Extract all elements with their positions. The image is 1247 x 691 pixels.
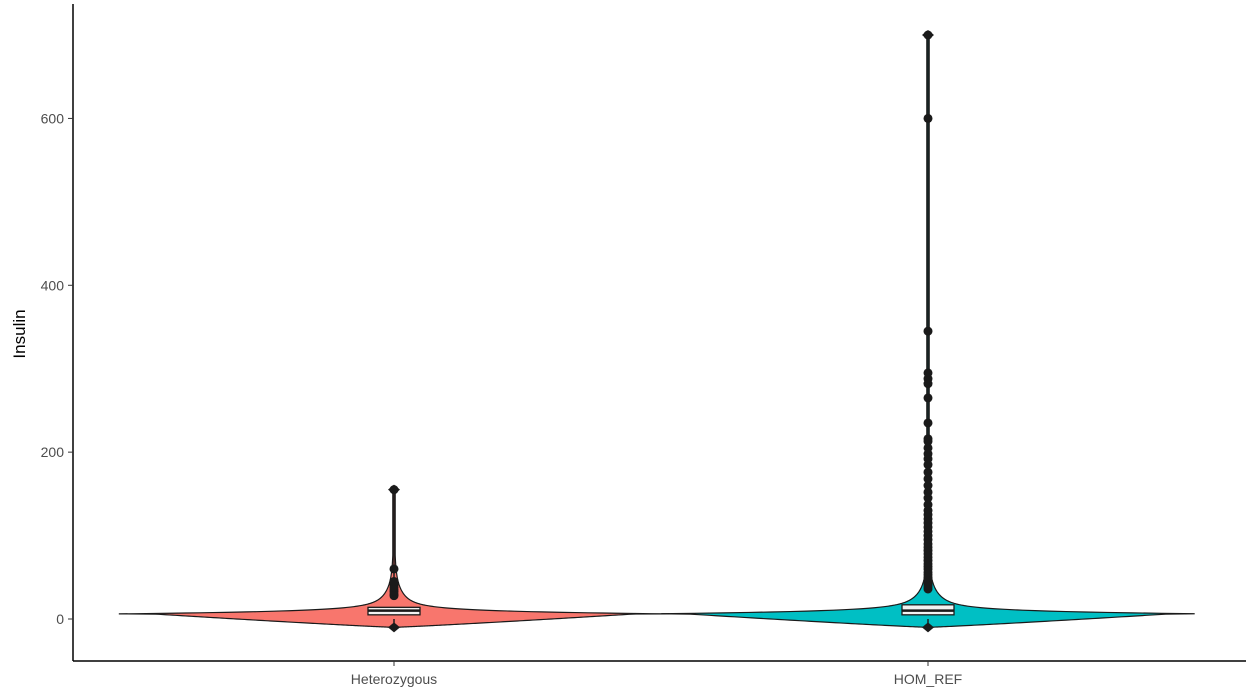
y-tick-label: 400 (41, 277, 65, 293)
axes: Insulin 0 200 400 600 Heterozygous HOM_REF (10, 4, 1246, 687)
violin-top-tip (388, 484, 400, 495)
outlier-point (923, 443, 933, 453)
outlier-point (923, 393, 933, 403)
x-tick-label: HOM_REF (894, 671, 962, 687)
plot-area (118, 30, 1195, 633)
outlier-point (923, 326, 933, 336)
outlier-point (923, 418, 933, 428)
violin-top-tip (922, 30, 934, 40)
y-tick-label: 200 (41, 444, 65, 460)
violin-bottom-tip (388, 622, 400, 633)
outlier-point (923, 368, 933, 378)
x-tick-label: Heterozygous (351, 671, 437, 687)
outlier-point (923, 487, 933, 497)
outlier-point (389, 576, 399, 586)
violin-bottom-tip (922, 622, 934, 633)
outlier-point (923, 481, 933, 491)
outlier-point (923, 113, 933, 123)
outlier-point (923, 434, 933, 444)
y-axis-title: Insulin (10, 309, 29, 358)
y-tick-label: 0 (56, 611, 64, 627)
outlier-point (389, 564, 399, 574)
violin-group-heterozygous (118, 484, 670, 633)
outlier-point (923, 474, 933, 484)
outlier-point (923, 500, 933, 510)
violin-group-hom_ref (661, 30, 1195, 633)
outlier-point (923, 467, 933, 477)
y-tick-label: 600 (41, 110, 65, 126)
